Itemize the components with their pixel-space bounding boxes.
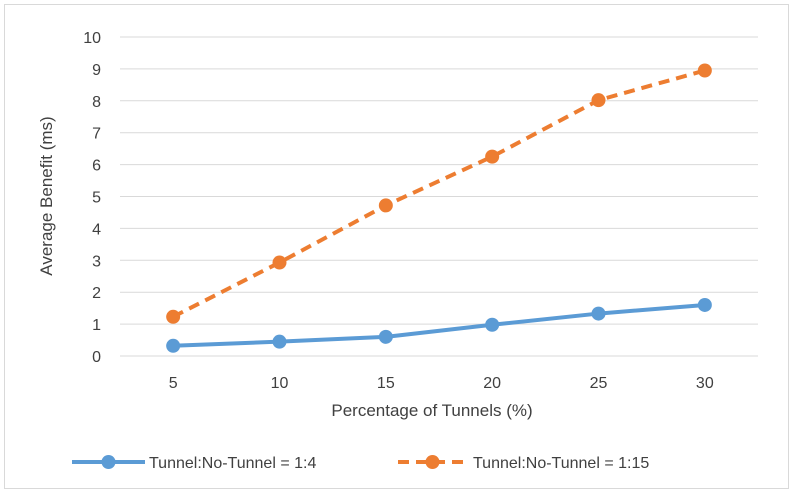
- y-tick-label: 2: [92, 285, 101, 302]
- data-point: [272, 255, 287, 270]
- data-point: [591, 93, 606, 108]
- series-line: [172, 68, 706, 319]
- y-tick-label: 7: [92, 126, 101, 143]
- data-point: [166, 309, 181, 324]
- y-tick-label: 10: [83, 30, 101, 47]
- data-point: [272, 334, 287, 349]
- data-point: [591, 306, 606, 321]
- x-tick-label: 20: [483, 375, 501, 392]
- data-point: [378, 329, 393, 344]
- x-tick-labels: 5 10 15 20 25 30: [169, 375, 714, 392]
- data-point: [485, 317, 500, 332]
- x-tick-label: 15: [377, 375, 395, 392]
- y-tick-label: 0: [92, 349, 101, 366]
- legend-swatch-marker: [101, 455, 116, 469]
- y-tick-label: 4: [92, 221, 101, 238]
- y-tick-label: 1: [92, 317, 101, 334]
- y-tick-label: 5: [92, 190, 101, 207]
- data-point: [697, 63, 712, 78]
- data-point: [697, 297, 712, 312]
- series-2: [166, 63, 712, 324]
- legend-item: Tunnel:No-Tunnel = 1:4: [72, 455, 316, 472]
- legend-label: Tunnel:No-Tunnel = 1:15: [473, 455, 649, 472]
- y-tick-label: 6: [92, 158, 101, 175]
- data-point: [378, 198, 393, 213]
- legend: Tunnel:No-Tunnel = 1:4 Tunnel:No-Tunnel =…: [72, 455, 649, 472]
- data-point: [166, 338, 181, 353]
- y-tick-label: 9: [92, 62, 101, 79]
- x-tick-label: 25: [590, 375, 608, 392]
- series-line: [171, 302, 707, 348]
- y-axis-title: Average Benefit (ms): [37, 116, 56, 275]
- gridlines: [120, 36, 758, 357]
- x-tick-label: 10: [271, 375, 289, 392]
- y-tick-label: 3: [92, 253, 101, 270]
- x-tick-label: 5: [169, 375, 178, 392]
- series-group: [166, 63, 712, 353]
- series-1: [166, 297, 712, 353]
- legend-label: Tunnel:No-Tunnel = 1:4: [149, 455, 316, 472]
- legend-item: Tunnel:No-Tunnel = 1:15: [398, 455, 649, 472]
- x-axis-title: Percentage of Tunnels (%): [331, 401, 532, 420]
- x-tick-label: 30: [696, 375, 714, 392]
- data-point: [485, 149, 500, 164]
- y-tick-label: 8: [92, 94, 101, 111]
- y-tick-labels: 0 1 2 3 4 5 6 7 8 9 10: [83, 30, 101, 366]
- chart-frame: [4, 4, 789, 489]
- legend-swatch-marker: [425, 455, 440, 469]
